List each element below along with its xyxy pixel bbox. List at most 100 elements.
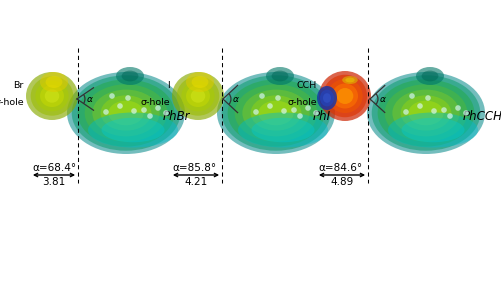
Ellipse shape — [322, 93, 330, 103]
Ellipse shape — [331, 83, 357, 108]
Text: α: α — [232, 95, 238, 104]
Text: σ-hole: σ-hole — [0, 98, 24, 107]
Ellipse shape — [377, 79, 473, 147]
Ellipse shape — [116, 67, 144, 85]
Circle shape — [147, 113, 152, 119]
Ellipse shape — [176, 76, 219, 116]
Ellipse shape — [31, 76, 73, 116]
Ellipse shape — [67, 72, 185, 154]
Circle shape — [424, 95, 430, 101]
Ellipse shape — [258, 101, 293, 125]
Text: 4.21: 4.21 — [184, 177, 207, 187]
Ellipse shape — [221, 75, 330, 151]
Circle shape — [163, 110, 168, 116]
Text: I: I — [167, 81, 170, 90]
Ellipse shape — [387, 113, 477, 147]
Ellipse shape — [101, 118, 164, 142]
Circle shape — [402, 109, 408, 115]
Circle shape — [109, 93, 115, 99]
Circle shape — [408, 93, 414, 99]
Ellipse shape — [26, 72, 78, 120]
Circle shape — [297, 113, 302, 119]
Circle shape — [125, 95, 131, 101]
Ellipse shape — [78, 79, 174, 147]
Circle shape — [416, 103, 422, 109]
Ellipse shape — [327, 79, 362, 113]
Ellipse shape — [190, 89, 205, 103]
Ellipse shape — [237, 113, 327, 147]
Text: α: α — [379, 95, 385, 104]
Text: CCH: CCH — [296, 81, 316, 90]
Ellipse shape — [250, 95, 301, 131]
Text: σ-hole: σ-hole — [287, 98, 316, 107]
Ellipse shape — [421, 70, 437, 82]
Ellipse shape — [40, 85, 64, 107]
Text: α: α — [87, 95, 93, 104]
Text: α=68.4°: α=68.4° — [32, 163, 76, 173]
Ellipse shape — [181, 81, 214, 111]
Ellipse shape — [227, 79, 324, 147]
Ellipse shape — [88, 113, 178, 147]
Ellipse shape — [415, 67, 443, 85]
Circle shape — [446, 113, 452, 119]
Ellipse shape — [392, 90, 459, 136]
Circle shape — [275, 95, 280, 101]
Circle shape — [291, 107, 296, 113]
Ellipse shape — [251, 118, 314, 142]
Text: PhI: PhI — [313, 110, 331, 123]
Ellipse shape — [271, 70, 288, 82]
Ellipse shape — [191, 76, 208, 88]
Ellipse shape — [216, 72, 334, 154]
Text: σ-hole: σ-hole — [140, 98, 170, 107]
Circle shape — [131, 108, 137, 114]
Circle shape — [141, 107, 146, 113]
Circle shape — [305, 105, 310, 111]
Ellipse shape — [186, 72, 213, 92]
Circle shape — [454, 105, 460, 111]
Ellipse shape — [316, 86, 336, 110]
Text: α=85.8°: α=85.8° — [172, 163, 216, 173]
Ellipse shape — [400, 95, 450, 131]
Ellipse shape — [322, 75, 366, 117]
Ellipse shape — [46, 76, 62, 88]
Ellipse shape — [366, 72, 484, 154]
Ellipse shape — [407, 101, 443, 125]
Circle shape — [430, 108, 436, 114]
Text: PhCCH: PhCCH — [462, 110, 501, 123]
Ellipse shape — [100, 95, 151, 131]
Ellipse shape — [72, 75, 180, 151]
Ellipse shape — [108, 101, 143, 125]
Ellipse shape — [384, 84, 466, 142]
Circle shape — [155, 105, 160, 111]
Circle shape — [440, 107, 446, 113]
Ellipse shape — [186, 85, 209, 107]
Ellipse shape — [92, 90, 159, 136]
Ellipse shape — [318, 71, 370, 121]
Ellipse shape — [172, 72, 223, 120]
Circle shape — [259, 93, 264, 99]
Circle shape — [281, 108, 286, 114]
Text: Br: Br — [14, 81, 24, 90]
Ellipse shape — [85, 84, 167, 142]
Text: 3.81: 3.81 — [42, 177, 66, 187]
Text: 4.89: 4.89 — [330, 177, 353, 187]
Ellipse shape — [319, 90, 333, 106]
Circle shape — [253, 109, 259, 115]
Ellipse shape — [345, 78, 354, 82]
Circle shape — [267, 103, 272, 109]
Ellipse shape — [371, 75, 479, 151]
Circle shape — [313, 110, 318, 116]
Ellipse shape — [121, 70, 138, 82]
Ellipse shape — [266, 67, 294, 85]
Circle shape — [117, 103, 123, 109]
Ellipse shape — [40, 72, 68, 92]
Circle shape — [462, 110, 468, 116]
Ellipse shape — [234, 84, 317, 142]
Ellipse shape — [342, 76, 357, 84]
Ellipse shape — [45, 89, 59, 103]
Ellipse shape — [336, 88, 353, 104]
Circle shape — [103, 109, 109, 115]
Ellipse shape — [35, 81, 69, 111]
Ellipse shape — [401, 118, 463, 142]
Text: α=84.6°: α=84.6° — [317, 163, 361, 173]
